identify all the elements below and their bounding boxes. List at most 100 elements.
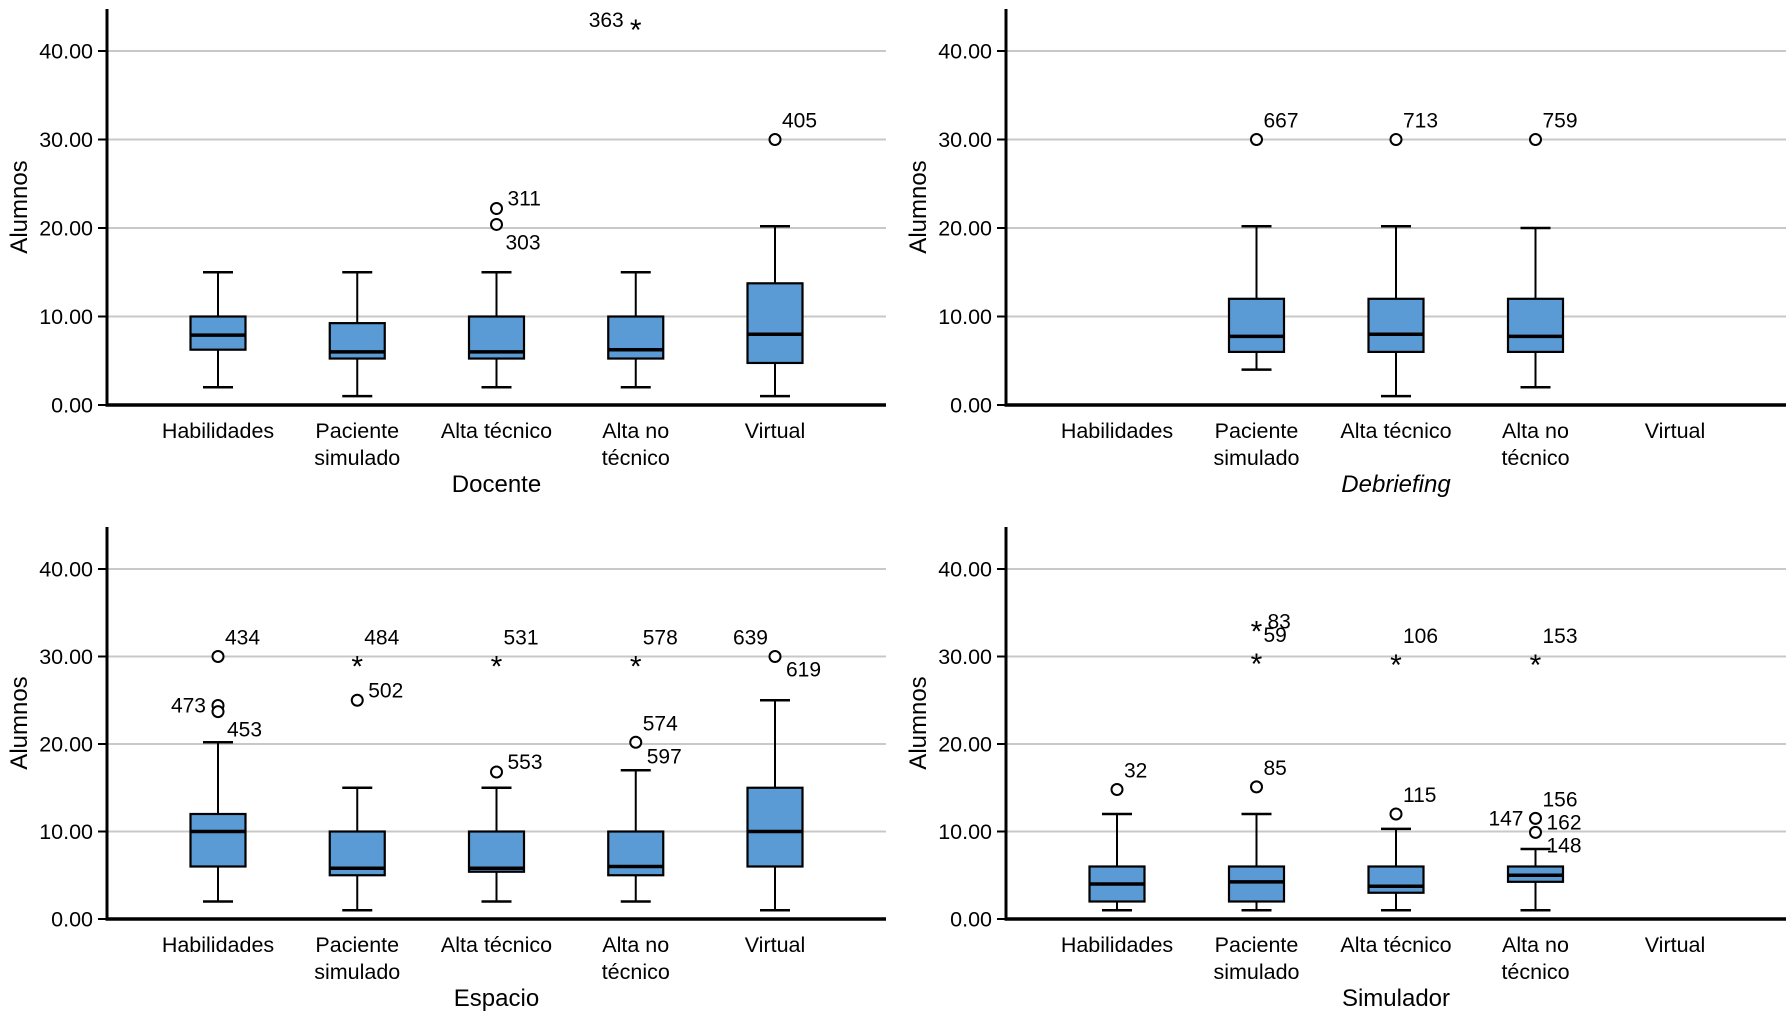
iqr-box [1227,297,1286,353]
y-tick-label: 10.00 [938,305,992,329]
panel-title-docente: Docente [452,471,541,498]
outlier-espacio-639: 639 [733,627,782,663]
category-label: Paciente [1215,933,1299,957]
y-tick-label: 30.00 [938,128,992,152]
box-simulador-0 [1088,812,1146,912]
extreme-asterisk-marker: * [491,651,503,684]
outlier-circle-marker [1250,780,1263,794]
outlier-case-label: 85 [1264,757,1287,780]
y-tick-label: 40.00 [39,40,93,64]
outlier-simulador-106: *106 [1390,625,1438,682]
category-label: Habilidades [1061,419,1173,443]
outlier-case-label: 553 [508,751,543,774]
outlier-case-label: 363 [589,9,624,32]
outlier-espacio-597: 597 [647,745,682,768]
outlier-circle-marker [1529,825,1542,839]
y-axis-title: Alumnos [905,160,932,253]
y-axis-title: Alumnos [905,676,932,769]
iqr-box [1506,297,1565,353]
box-espacio-2 [467,786,526,903]
iqr-box [607,315,665,360]
category-label: Virtual [745,933,806,957]
category-label: Paciente [1215,419,1299,443]
outlier-circle-marker [211,705,225,719]
outlier-simulador-156: 156 [1529,788,1578,825]
outlier-simulador-83: * 83 [1251,611,1291,649]
outlier-docente-363: * 363 [589,9,642,47]
outlier-case-label: 311 [508,188,541,211]
outlier-circle-marker [211,650,225,663]
outlier-circle-marker [1529,811,1542,825]
outlier-simulador-162: 162 [1529,811,1582,839]
outlier-case-label: 578 [643,627,678,650]
outlier-espacio-434: 434 [211,627,260,663]
box-docente-2 [467,271,526,389]
outlier-case-label: 115 [1403,784,1436,807]
extreme-asterisk-marker: * [630,651,642,684]
outlier-docente-311: 311 [490,188,541,216]
panel-espacio: 0.00 10.00 20.00 30.00 40.00 Alumnos 434 473 453… [6,527,886,1012]
outlier-circle-marker [629,735,643,749]
outlier-espacio-553: 553 [490,751,543,779]
outlier-circle-marker [490,217,503,231]
category-label: Virtual [1645,933,1706,957]
iqr-box [746,282,804,365]
outlier-simulador-147: 147 [1488,807,1523,830]
outlier-simulador-85: 85 [1250,757,1287,794]
outlier-docente-303: 303 [490,217,541,254]
box-debriefing-3 [1506,226,1565,389]
outlier-espacio-502: 502 [350,679,403,707]
y-tick-label: 20.00 [938,733,992,757]
category-label: Habilidades [1061,933,1173,957]
y-axis-title: Alumnos [6,160,33,253]
extreme-asterisk-marker: * [1390,649,1402,682]
extreme-asterisk-marker: * [630,14,642,47]
outlier-debriefing-667: 667 [1250,110,1299,146]
box-espacio-0 [189,741,247,903]
y-tick-label: 40.00 [39,558,93,582]
y-tick-label: 40.00 [938,40,992,64]
iqr-box [746,786,804,868]
outlier-case-label: 473 [171,695,206,718]
outlier-circle-marker [1110,783,1124,796]
panel-title-debriefing: Debriefing [1341,471,1451,498]
category-label: Alta no [1502,933,1569,957]
category-label: Virtual [1645,419,1706,443]
category-label: simulado [314,446,400,470]
y-tick-label: 0.00 [51,394,93,418]
outlier-case-label: 148 [1547,835,1582,858]
outlier-circle-marker [350,693,364,707]
box-docente-0 [189,271,247,389]
outlier-case-label: 83 [1268,611,1291,634]
outlier-case-label: 434 [225,627,260,650]
iqr-box [607,830,665,877]
outlier-simulador-115: 115 [1389,784,1436,821]
panel-title-simulador: Simulador [1342,985,1450,1012]
y-tick-label: 30.00 [938,645,992,669]
y-tick-label: 0.00 [950,394,992,418]
outlier-case-label: 667 [1264,110,1299,133]
y-tick-label: 20.00 [39,217,93,241]
extreme-asterisk-marker: * [1251,616,1263,649]
iqr-box [189,315,247,351]
outlier-case-label: 59 [1264,624,1287,647]
extreme-asterisk-marker: * [1530,649,1542,682]
y-tick-label: 10.00 [938,820,992,844]
category-label: simulado [314,960,400,984]
outlier-case-label: 147 [1488,807,1523,830]
outlier-case-label: 303 [506,231,541,254]
outlier-case-label: 574 [643,712,678,735]
box-docente-3 [607,271,665,389]
box-debriefing-1 [1227,224,1286,371]
box-espacio-3 [607,769,665,903]
outlier-circle-marker [1250,133,1263,146]
outlier-case-label: 156 [1543,788,1578,811]
extreme-asterisk-marker: * [1251,648,1263,681]
outlier-case-label: 619 [786,659,821,682]
box-espacio-1 [328,786,386,912]
category-label: técnico [602,960,670,984]
y-tick-label: 10.00 [39,305,93,329]
